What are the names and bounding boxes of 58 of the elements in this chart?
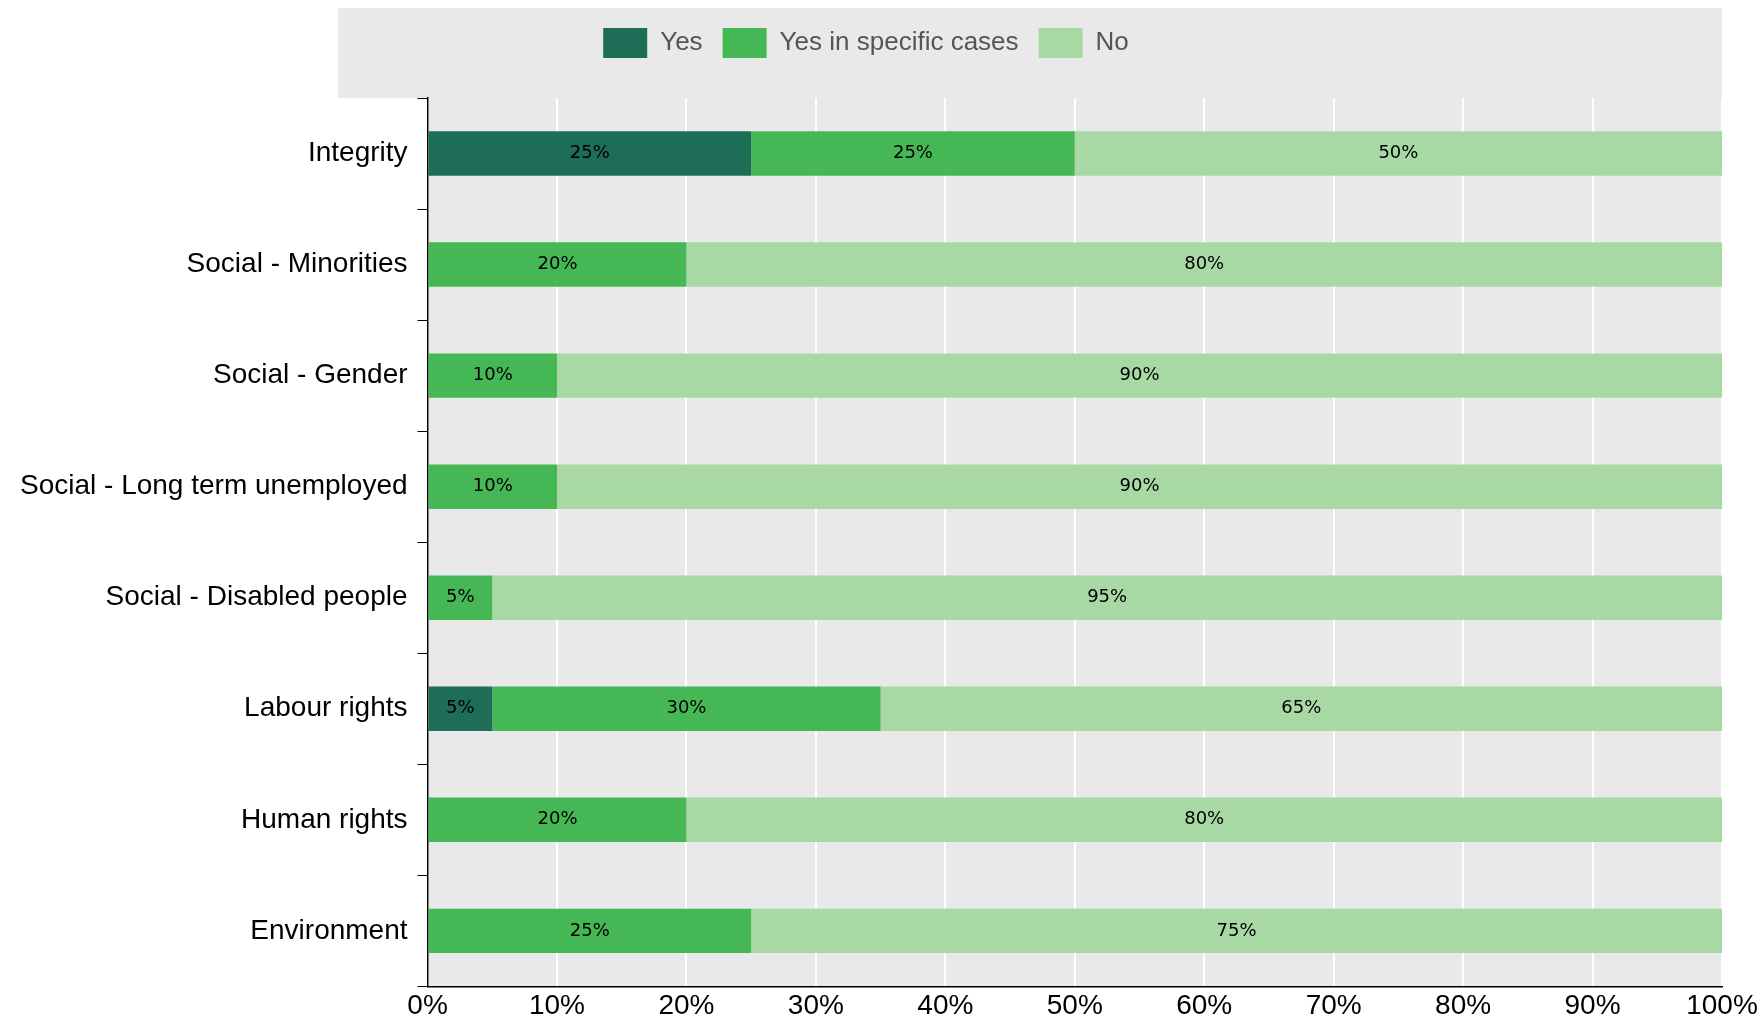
data-label: 80%: [1184, 807, 1225, 829]
x-tick-label: 10%: [528, 988, 586, 1020]
data-label: 90%: [1119, 363, 1160, 385]
data-label: 75%: [1216, 918, 1257, 940]
bar: [428, 908, 752, 954]
bar: [1074, 131, 1722, 176]
legend-label: Yes in specific cases: [779, 26, 1019, 57]
bar: [686, 242, 1722, 287]
y-tick-label: Social - Minorities: [186, 247, 408, 279]
data-label: 80%: [1184, 252, 1225, 274]
bar: [751, 131, 1075, 176]
bar: [880, 686, 1722, 731]
bar: [428, 797, 687, 843]
x-tick-label: 50%: [1046, 988, 1103, 1020]
data-label: 5%: [446, 585, 475, 607]
data-label: 10%: [472, 474, 513, 496]
x-tick-label: 40%: [917, 988, 974, 1020]
y-tick-label: Social - Disabled people: [105, 580, 408, 612]
data-label: 25%: [892, 141, 933, 163]
x-tick-label: 100%: [1686, 988, 1758, 1020]
bar: [492, 575, 1722, 620]
x-tick-label: 60%: [1176, 988, 1233, 1020]
data-label: 95%: [1087, 585, 1128, 607]
bar: [751, 908, 1722, 954]
legend-label: No: [1095, 26, 1129, 57]
x-tick-label: 70%: [1305, 988, 1362, 1020]
bar: [428, 242, 687, 287]
data-label: 90%: [1119, 474, 1160, 496]
bar: [686, 797, 1722, 843]
y-tick-label: Labour rights: [244, 691, 408, 723]
x-tick-label: 0%: [407, 988, 448, 1020]
bar: [556, 464, 1722, 509]
data-label: 50%: [1378, 141, 1419, 163]
y-tick-label: Social - Long term unemployed: [20, 469, 408, 501]
y-tick-label: Social - Gender: [213, 358, 408, 390]
x-tick-label: 30%: [787, 988, 844, 1020]
x-tick-label: 90%: [1564, 988, 1621, 1020]
data-label: 20%: [537, 252, 578, 274]
data-label: 30%: [666, 696, 707, 718]
bar: [428, 686, 493, 731]
data-label: 25%: [569, 918, 610, 940]
bar: [492, 686, 881, 731]
y-tick-label: Environment: [250, 913, 408, 945]
data-label: 5%: [446, 696, 475, 718]
bar: [428, 131, 752, 176]
legend-label: Yes: [660, 26, 703, 57]
y-tick-label: Human rights: [241, 802, 408, 834]
bar: [428, 575, 493, 620]
x-tick-label: 80%: [1435, 988, 1492, 1020]
bar: [556, 353, 1722, 398]
data-label: 25%: [569, 141, 610, 163]
data-label: 65%: [1281, 696, 1322, 718]
y-tick-label: Integrity: [307, 136, 408, 168]
data-label: 10%: [472, 363, 513, 385]
bar: [428, 353, 557, 398]
bar: [428, 464, 557, 509]
data-label: 20%: [537, 807, 578, 829]
x-tick-label: 20%: [658, 988, 715, 1020]
